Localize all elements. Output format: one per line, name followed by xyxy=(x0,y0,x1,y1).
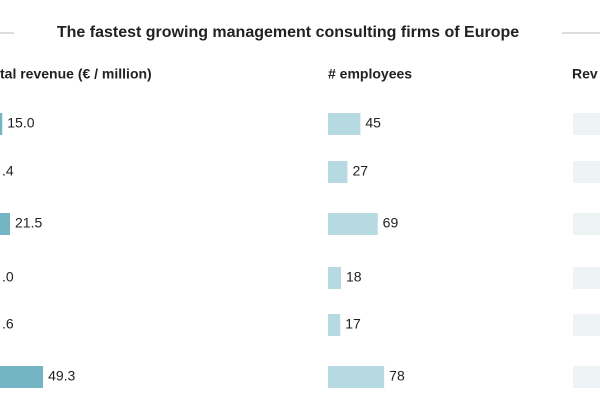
value-label: 17 xyxy=(345,316,361,332)
value-label: 18 xyxy=(346,269,362,285)
bar-placeholder xyxy=(573,314,600,336)
value-label: 21.5 xyxy=(15,215,42,231)
bar-placeholder xyxy=(573,267,600,289)
value-label: .0 xyxy=(2,269,14,285)
value-label: 27 xyxy=(352,163,368,179)
value-label: 45 xyxy=(365,115,381,131)
bar-placeholder xyxy=(573,213,600,235)
column-header: tal revenue (€ / million) xyxy=(0,66,152,82)
bar xyxy=(0,213,10,235)
bar xyxy=(328,161,348,183)
column-header: Rev xyxy=(572,66,598,82)
bar-placeholder xyxy=(573,113,600,135)
title: The fastest growing management consultin… xyxy=(57,24,519,41)
bar xyxy=(328,213,378,235)
value-label: 49.3 xyxy=(48,368,75,384)
bar xyxy=(328,267,341,289)
bar xyxy=(0,113,3,135)
bar-placeholder xyxy=(573,366,600,388)
bar-placeholder xyxy=(573,161,600,183)
bar xyxy=(328,314,341,336)
value-label: .4 xyxy=(2,163,14,179)
bar xyxy=(0,366,44,388)
bar xyxy=(328,366,385,388)
value-label: 78 xyxy=(389,368,405,384)
column-header: # employees xyxy=(328,66,412,82)
value-label: .6 xyxy=(2,316,14,332)
bar xyxy=(328,113,361,135)
value-label: 69 xyxy=(383,215,399,231)
value-label: 15.0 xyxy=(7,115,34,131)
